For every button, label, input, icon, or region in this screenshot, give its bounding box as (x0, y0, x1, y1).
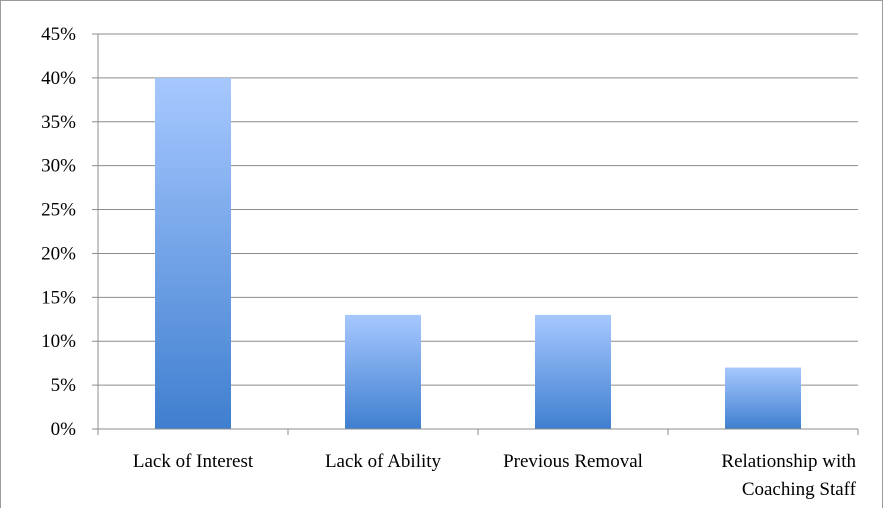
x-category-label: Relationship with Coaching Staff (721, 451, 856, 500)
x-category-label: Previous Removal (503, 451, 643, 472)
bar (535, 314, 611, 429)
bar (725, 367, 801, 429)
x-category-labels: Lack of Interest Lack of Ability Previous … (133, 451, 857, 500)
bar (345, 314, 421, 429)
y-tick-label: 0% (51, 419, 77, 440)
axes (92, 33, 859, 435)
bar (155, 77, 231, 429)
y-tick-label: 30% (41, 156, 76, 177)
y-tick-label: 10% (41, 331, 76, 352)
y-tick-label: 15% (41, 287, 76, 308)
y-tick-label: 45% (41, 24, 76, 45)
y-tick-label: 20% (41, 243, 76, 264)
y-tick-label: 40% (41, 68, 76, 89)
y-tick-label: 35% (41, 112, 76, 133)
bars (155, 77, 801, 429)
y-tick-label: 25% (41, 200, 76, 221)
y-tick-labels: 0% 5% 10% 15% 20% 25% 30% 35% 40% 45% (41, 24, 76, 440)
x-category-label: Lack of Ability (325, 451, 442, 472)
x-category-label: Lack of Interest (133, 451, 254, 472)
y-tick-label: 5% (51, 375, 77, 396)
